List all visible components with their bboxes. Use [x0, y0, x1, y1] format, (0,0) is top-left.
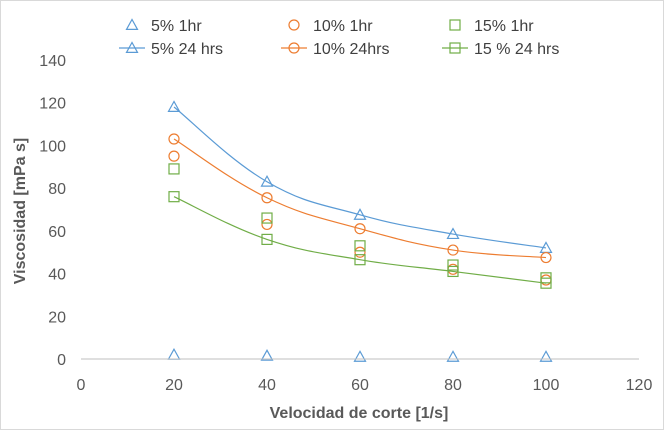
legend-entry: 10% 24hrs	[281, 41, 390, 58]
data-point	[447, 263, 459, 275]
data-point	[261, 192, 273, 204]
series-4	[168, 133, 552, 264]
data-point	[168, 191, 180, 203]
legend-marker	[125, 41, 139, 54]
legend-marker	[449, 19, 461, 31]
legend: 5% 1hr 10% 1hr 15% 1hr 5% 24 hrs 10% 24hrs 15…	[119, 18, 559, 58]
legend-label: 10% 1hr	[313, 18, 373, 35]
data-point	[260, 349, 274, 361]
data-point	[354, 246, 366, 258]
legend-entry: 15 % 24 hrs	[442, 41, 559, 58]
legend-entry: 10% 1hr	[288, 18, 373, 35]
legend-label: 5% 1hr	[151, 18, 202, 35]
data-point	[540, 277, 552, 289]
data-point	[446, 227, 460, 240]
legend-entry: 5% 24 hrs	[119, 41, 223, 58]
data-point	[540, 251, 552, 264]
y-tick-label: 0	[57, 352, 66, 369]
data-point	[168, 150, 180, 162]
series-0	[167, 347, 553, 362]
data-point	[260, 175, 274, 187]
data-point	[540, 274, 552, 286]
data-point	[167, 347, 181, 360]
data-point	[539, 350, 553, 362]
x-tick-label: 80	[444, 377, 462, 394]
x-tick-label: 0	[77, 377, 86, 394]
legend-label: 15 % 24 hrs	[474, 41, 559, 58]
data-point	[354, 240, 366, 252]
y-tick-label: 100	[39, 138, 66, 155]
data-point	[447, 265, 459, 278]
axes: 0 20 40 60 80 100 120 0 20 40 60 80 100 120 140	[39, 53, 652, 394]
legend-entry: 5% 1hr	[125, 18, 202, 35]
data-point	[261, 233, 273, 245]
legend-marker	[125, 18, 139, 30]
legend-label: 10% 24hrs	[313, 41, 390, 58]
data-point	[167, 100, 181, 112]
x-tick-label: 40	[258, 377, 276, 394]
data-point	[354, 223, 366, 235]
y-tick-label: 40	[48, 267, 66, 284]
y-tick-label: 20	[48, 309, 66, 326]
data-point	[447, 259, 459, 271]
x-axis-title: Velocidad de corte [1/s]	[270, 405, 449, 422]
y-axis-title: Viscosidad [mPa s]	[12, 138, 29, 284]
x-tick-label: 20	[165, 377, 183, 394]
legend-marker	[449, 42, 461, 54]
y-tick-label: 80	[48, 181, 66, 198]
legend-label: 15% 1hr	[474, 18, 534, 35]
data-point	[261, 218, 273, 231]
data-point	[447, 244, 459, 256]
series-line	[173, 138, 547, 259]
y-tick-label: 60	[48, 224, 66, 241]
series-line	[173, 106, 547, 249]
data-point	[168, 133, 180, 145]
x-tick-label: 100	[533, 377, 560, 394]
data-point	[354, 254, 366, 266]
y-tick-label: 120	[39, 96, 66, 113]
y-tick-label: 140	[39, 53, 66, 70]
data-point	[168, 163, 180, 175]
legend-entry: 15% 1hr	[449, 18, 534, 35]
plot-area	[167, 100, 553, 362]
series-3	[167, 100, 553, 253]
data-point	[353, 350, 367, 362]
legend-marker	[288, 19, 300, 31]
series-line	[173, 196, 547, 284]
legend-label: 5% 24 hrs	[151, 41, 223, 58]
data-point	[446, 350, 460, 362]
x-tick-label: 120	[626, 377, 653, 394]
data-point	[353, 208, 367, 220]
data-point	[261, 212, 273, 224]
x-tick-label: 60	[351, 377, 369, 394]
legend-marker	[288, 42, 300, 54]
series-5	[168, 191, 552, 289]
